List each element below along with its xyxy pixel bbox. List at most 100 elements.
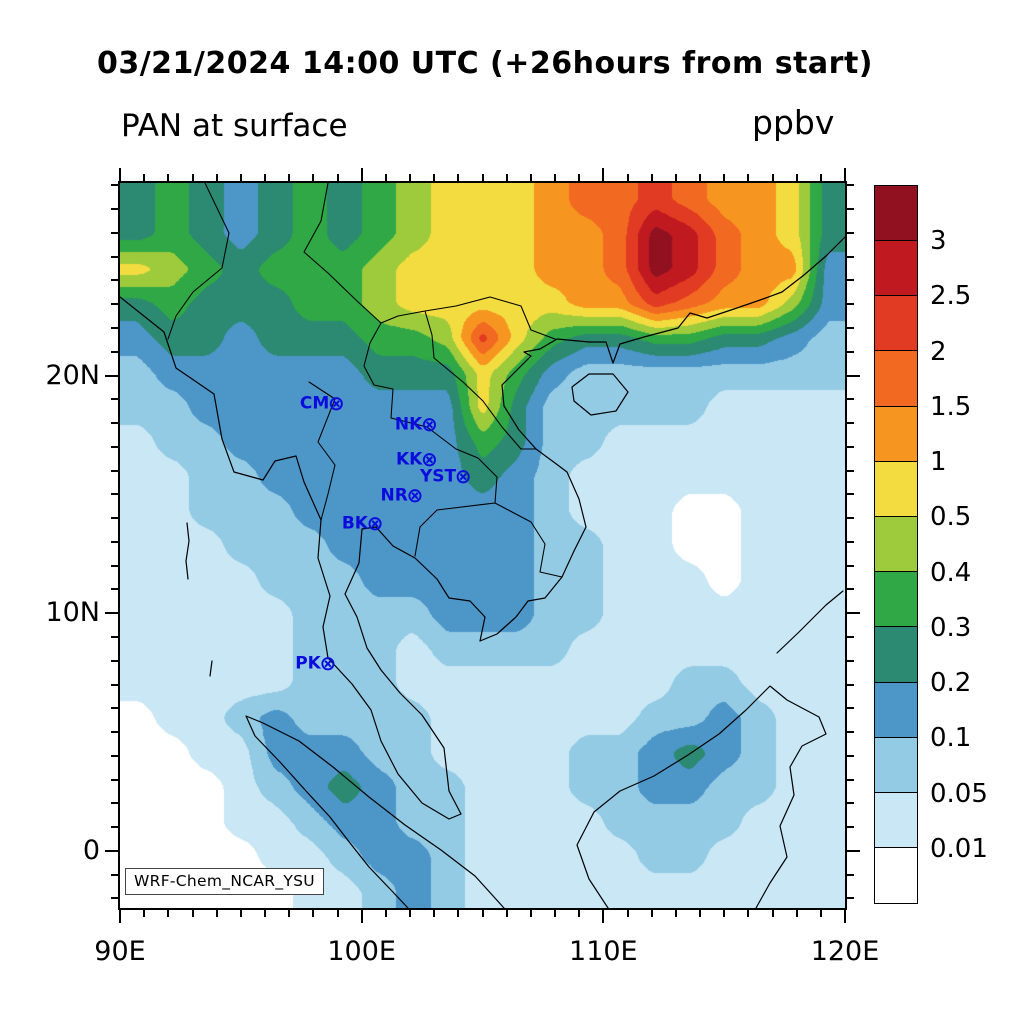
axis-tick	[360, 910, 363, 923]
axis-tick	[602, 910, 605, 923]
colorbar-label: 2	[930, 336, 947, 367]
coastline-sumatra	[245, 715, 505, 908]
axis-tick	[111, 636, 118, 639]
axis-tick	[847, 826, 854, 829]
axis-tick	[111, 517, 118, 520]
x-axis-label-110E: 110E	[569, 936, 638, 967]
x-axis-label-100E: 100E	[327, 936, 396, 967]
axis-tick	[795, 174, 798, 181]
axis-tick	[264, 174, 266, 181]
x-axis-label-90E: 90E	[94, 936, 146, 967]
axis-tick	[847, 445, 854, 448]
axis-tick	[111, 588, 118, 591]
axis-tick	[111, 279, 118, 282]
axis-tick	[111, 398, 118, 401]
y-axis-label-10N: 10N	[45, 597, 100, 629]
colorbar	[874, 184, 918, 905]
field-label: PAN at surface	[121, 108, 348, 144]
axis-tick	[433, 910, 436, 917]
colorbar-cell	[874, 571, 918, 628]
y-axis-label-0: 0	[82, 834, 100, 866]
axis-tick	[847, 422, 854, 425]
axis-tick	[111, 707, 118, 710]
axis-tick	[312, 910, 315, 917]
colorbar-label: 0.5	[930, 502, 972, 533]
coastline-mainland	[120, 236, 845, 820]
axis-tick	[433, 174, 436, 181]
axis-tick	[819, 174, 822, 181]
coastline-hainan	[571, 373, 629, 416]
axis-tick	[119, 910, 121, 923]
axis-tick	[771, 174, 774, 181]
axis-tick	[105, 849, 118, 852]
map-area: CM ⊗ NK ⊗ KK ⊗ YST ⊗ NR ⊗ BK ⊗ PK ⊗ 90E 100E 110E 120E 2…	[45, 168, 879, 967]
axis-tick	[847, 636, 854, 639]
axis-tick	[409, 910, 411, 917]
axis-tick	[847, 540, 854, 543]
station-symbol-icon: ⊗	[327, 391, 345, 416]
coastline-palawan	[776, 590, 844, 654]
axis-tick	[771, 910, 774, 917]
axis-tick	[674, 174, 677, 181]
colorbar-cell	[874, 460, 918, 518]
axis-tick	[111, 683, 118, 686]
colorbar-cell	[874, 516, 918, 573]
axis-tick	[529, 910, 532, 917]
axis-tick	[288, 174, 291, 181]
axis-tick	[111, 445, 118, 448]
axis-tick	[844, 910, 846, 923]
axis-tick	[111, 778, 118, 781]
axis-tick	[847, 683, 854, 686]
axis-tick	[288, 910, 291, 917]
colorbar-label: 0.3	[930, 612, 972, 643]
station-label: BK	[341, 513, 368, 534]
axis-tick	[143, 174, 146, 181]
axis-tick	[105, 612, 118, 615]
axis-tick	[847, 873, 854, 876]
axis-tick	[723, 174, 726, 181]
axis-tick	[847, 374, 860, 377]
colorbar-cell	[874, 847, 918, 905]
axis-tick	[847, 469, 854, 472]
station-symbol-icon: ⊗	[420, 446, 438, 471]
units-label: ppbv	[752, 103, 835, 142]
axis-tick	[239, 910, 242, 917]
axis-tick	[847, 231, 854, 234]
station-label: NR	[380, 485, 408, 506]
axis-tick	[723, 910, 726, 917]
axis-tick	[505, 174, 508, 181]
axis-tick	[336, 174, 339, 181]
axis-tick	[111, 422, 118, 425]
axis-tick	[747, 910, 750, 917]
axis-tick	[215, 174, 218, 181]
plot-title: 03/21/2024 14:00 UTC (+26hours from star…	[96, 46, 874, 81]
axis-tick	[847, 849, 860, 852]
axis-tick	[847, 564, 854, 567]
axis-tick	[747, 174, 750, 181]
axis-tick	[626, 174, 629, 181]
axis-tick	[119, 168, 121, 181]
axis-tick	[360, 168, 363, 181]
axis-tick	[650, 910, 653, 917]
station-label: CM	[299, 393, 330, 414]
coastline-borneo	[576, 685, 827, 908]
axis-tick	[578, 910, 581, 917]
colorbar-cell	[874, 792, 918, 849]
axis-tick	[674, 910, 677, 917]
axis-tick	[847, 731, 854, 734]
colorbar-cell	[874, 736, 918, 794]
axis-tick	[264, 910, 266, 917]
axis-tick	[847, 778, 854, 781]
axis-tick	[847, 754, 854, 757]
axis-tick	[384, 174, 387, 181]
axis-tick	[111, 255, 118, 258]
axis-tick	[167, 910, 170, 917]
colorbar-cell	[874, 295, 918, 352]
axis-tick	[239, 174, 242, 181]
axis-tick	[847, 279, 854, 282]
axis-tick	[111, 802, 118, 805]
axis-tick	[844, 168, 846, 181]
axis-tick	[847, 350, 854, 353]
axis-tick	[847, 493, 854, 496]
axis-tick	[111, 731, 118, 734]
